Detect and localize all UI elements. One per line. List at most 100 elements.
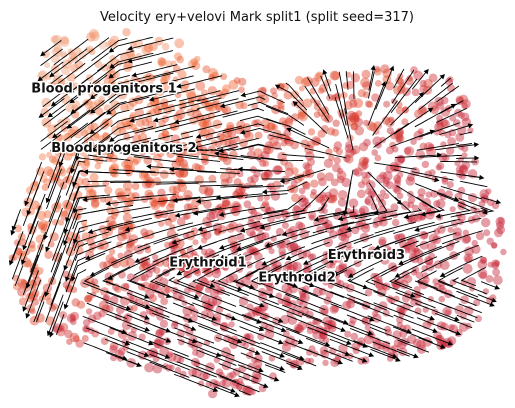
cell-point <box>353 115 360 122</box>
streamline <box>396 185 434 209</box>
cell-point <box>391 279 402 290</box>
cell-point <box>212 119 222 129</box>
velocity-arrowhead <box>134 258 141 263</box>
cell-point <box>45 85 53 93</box>
cell-point <box>393 248 403 258</box>
velocity-arrowhead <box>274 84 281 90</box>
streamline <box>281 352 317 367</box>
streamline <box>323 329 364 346</box>
cell-point <box>307 253 315 261</box>
cell-point <box>457 125 467 135</box>
streamline <box>418 82 453 110</box>
cell-point <box>157 60 165 68</box>
streamline <box>87 171 131 175</box>
streamline <box>86 302 127 319</box>
cell-point <box>105 155 113 163</box>
cell-point <box>290 249 298 256</box>
streamline <box>201 243 242 260</box>
cell-point <box>94 162 102 170</box>
cell-point <box>42 50 50 59</box>
cell-point <box>177 182 188 193</box>
cell-point <box>297 321 307 331</box>
streamline <box>40 134 62 150</box>
cell-point <box>459 312 467 320</box>
cell-point <box>412 204 419 212</box>
streamline <box>235 268 261 288</box>
streamline <box>156 150 199 158</box>
cell-point <box>124 187 132 196</box>
streamline <box>285 293 326 311</box>
cell-point <box>232 202 243 213</box>
cell-point <box>441 178 449 185</box>
cell-point <box>478 200 486 208</box>
cell-point <box>198 184 209 195</box>
streamline <box>46 252 62 293</box>
cell-point <box>99 121 109 130</box>
streamline <box>111 258 150 278</box>
cell-point <box>254 131 263 140</box>
cell-point <box>400 200 411 211</box>
cell-point <box>290 180 298 188</box>
cell-point <box>271 123 278 131</box>
streamline <box>477 294 493 301</box>
cell-point <box>372 222 379 229</box>
streamline <box>133 193 177 199</box>
cell-point <box>153 339 163 349</box>
cell-point <box>138 333 146 341</box>
cell-point <box>417 188 426 197</box>
velocity-arrowhead <box>254 350 261 356</box>
cell-point <box>299 290 307 298</box>
cell-point <box>435 164 442 171</box>
streamline <box>391 69 415 104</box>
cell-point <box>439 260 450 270</box>
streamline <box>67 242 88 278</box>
cell-point <box>128 97 138 107</box>
cell-point <box>328 194 337 204</box>
cell-point <box>107 328 115 335</box>
streamline <box>83 342 124 359</box>
streamline <box>110 112 151 127</box>
velocity-arrowhead <box>479 174 485 180</box>
streamline <box>53 122 89 149</box>
cell-point <box>140 228 149 237</box>
velocity-arrowhead <box>148 340 154 346</box>
cell-point <box>228 138 235 145</box>
cell-point <box>229 371 237 379</box>
cell-point <box>91 200 100 209</box>
cell-point <box>125 242 136 253</box>
cell-point <box>102 180 110 187</box>
streamline <box>109 327 150 344</box>
streamline <box>109 198 153 205</box>
velocity-arrowhead <box>414 226 420 232</box>
streamline <box>157 196 201 203</box>
cell-point <box>377 212 387 221</box>
cell-point <box>276 242 283 249</box>
cell-point <box>433 200 441 208</box>
streamline <box>86 194 130 200</box>
cell-point <box>48 155 57 164</box>
cell-point <box>372 339 383 350</box>
streamline <box>93 255 133 275</box>
cell-point <box>404 146 415 157</box>
cell-point <box>295 324 305 334</box>
cell-point <box>93 311 102 321</box>
cell-point <box>276 98 284 106</box>
velocity-arrowhead <box>172 148 179 154</box>
streamline <box>70 111 106 139</box>
cell-point <box>58 84 69 95</box>
velocity-arrowhead <box>324 341 331 347</box>
streamline <box>261 351 302 368</box>
cell-point <box>346 134 354 142</box>
cell-point <box>145 229 155 240</box>
streamline <box>324 73 332 92</box>
streamline <box>197 136 239 148</box>
streamline <box>196 290 237 307</box>
streamline <box>177 155 221 162</box>
cell-point <box>283 136 292 145</box>
cell-point <box>420 107 427 114</box>
streamline <box>368 71 375 99</box>
cell-point <box>141 45 152 56</box>
cell-point <box>184 287 191 294</box>
cell-point <box>436 162 445 170</box>
streamline <box>238 375 265 387</box>
